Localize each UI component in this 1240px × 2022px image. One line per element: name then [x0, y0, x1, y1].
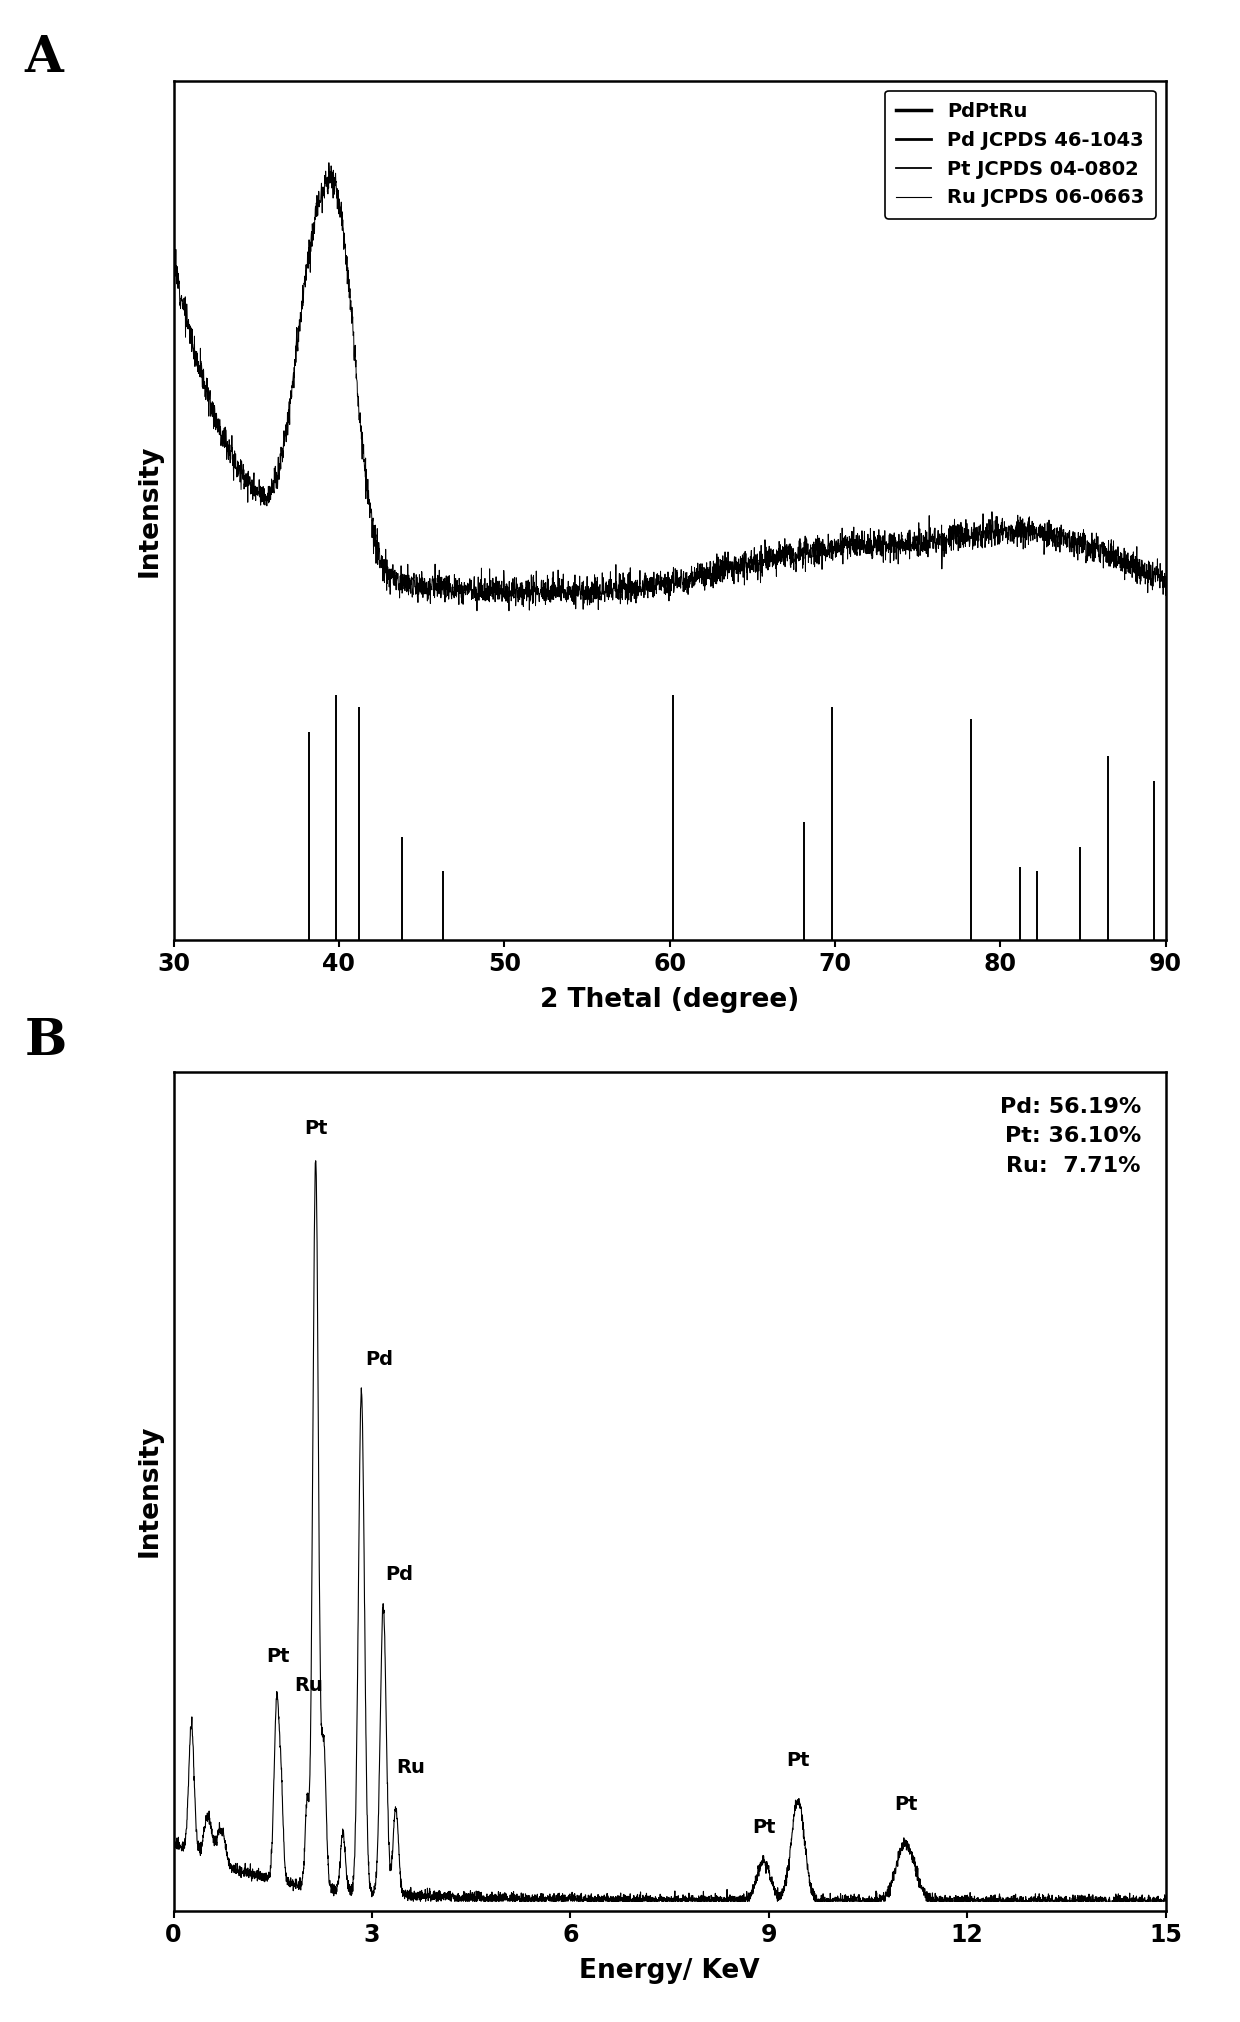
- Text: Pt: Pt: [304, 1120, 327, 1138]
- Text: Pd: Pd: [386, 1565, 413, 1583]
- Text: Pt: Pt: [786, 1751, 810, 1769]
- X-axis label: Energy/ KeV: Energy/ KeV: [579, 1957, 760, 1984]
- Legend: PdPtRu, Pd JCPDS 46-1043, Pt JCPDS 04-0802, Ru JCPDS 06-0663: PdPtRu, Pd JCPDS 46-1043, Pt JCPDS 04-08…: [884, 91, 1156, 218]
- Y-axis label: Intensity: Intensity: [136, 445, 162, 576]
- Text: Ru: Ru: [294, 1676, 322, 1694]
- Text: Pt: Pt: [751, 1818, 775, 1836]
- Y-axis label: Intensity: Intensity: [136, 1426, 162, 1557]
- Text: Pt: Pt: [267, 1646, 290, 1666]
- Text: Ru: Ru: [397, 1757, 425, 1777]
- Text: Pt: Pt: [894, 1796, 918, 1814]
- Text: B: B: [25, 1017, 67, 1066]
- Text: A: A: [25, 34, 63, 83]
- X-axis label: 2 Thetal (degree): 2 Thetal (degree): [539, 987, 800, 1013]
- Text: Pd: 56.19%
Pt: 36.10%
Ru:  7.71%: Pd: 56.19% Pt: 36.10% Ru: 7.71%: [999, 1096, 1141, 1177]
- Text: Pd: Pd: [366, 1351, 393, 1369]
